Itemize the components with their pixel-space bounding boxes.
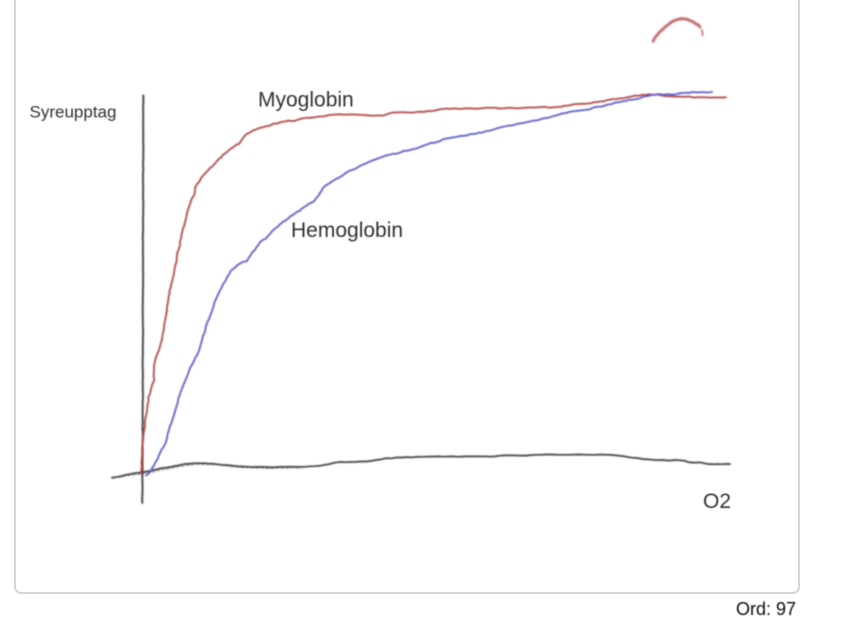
svg-text:Ord: 97: Ord: 97 [736,599,796,619]
svg-text:Myoglobin: Myoglobin [258,89,354,112]
svg-text:Syreupptag: Syreupptag [30,103,117,122]
svg-text:O2: O2 [703,490,731,513]
svg-text:Hemoglobin: Hemoglobin [291,219,403,242]
